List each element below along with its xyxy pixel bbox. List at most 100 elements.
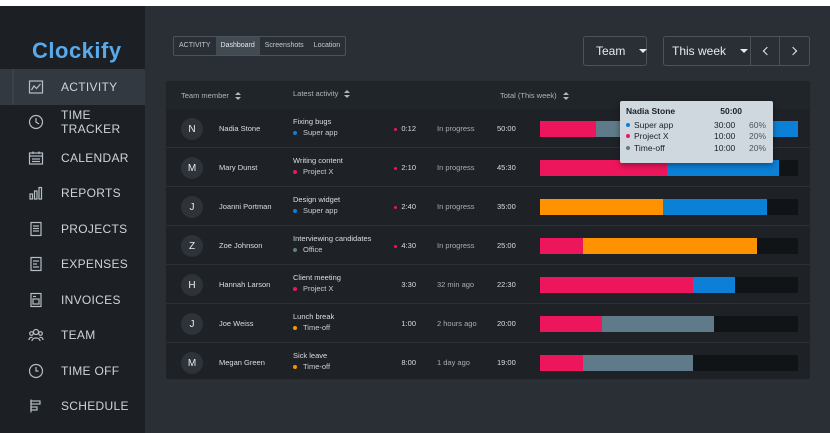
receipt-icon <box>28 256 44 272</box>
table-row[interactable]: M Megan Green Sick leave Time-off 8:00 1 day … <box>166 343 810 382</box>
prev-week-button[interactable] <box>749 37 780 65</box>
sidebar-item-reports[interactable]: REPORTS <box>0 176 145 212</box>
column-header-latest[interactable]: Latest activity <box>293 89 351 98</box>
sidebar-item-projects[interactable]: PROJECTS <box>0 211 145 247</box>
chevron-down-icon <box>639 49 648 53</box>
clock-icon <box>28 114 44 130</box>
tab-dashboard[interactable]: Dashboard <box>215 37 260 55</box>
weekly-total: 22:30 <box>497 280 516 289</box>
week-select-label: This week <box>672 44 727 58</box>
table-row[interactable]: H Hannah Larson Client meeting Project X 3:3… <box>166 265 810 304</box>
latest-activity: Client meeting Project X <box>293 272 341 294</box>
latest-activity: Sick leave Time-off <box>293 350 330 372</box>
table-row[interactable]: J Joanni Portman Design widget Super app 2:4… <box>166 187 810 226</box>
tab-location[interactable]: Location <box>313 42 341 49</box>
bar-segment <box>583 355 693 371</box>
activity-status: In progress <box>437 241 475 250</box>
member-name: Megan Green <box>219 358 265 367</box>
member-name: Hannah Larson <box>219 280 271 289</box>
sidebar-item-time-tracker[interactable]: TIME TRACKER <box>0 105 145 141</box>
avatar[interactable]: M <box>181 352 203 374</box>
bar-segment <box>583 238 757 254</box>
weekly-breakdown-bar[interactable] <box>540 277 798 293</box>
tooltip-items: Super app 30:00 60% Project X 10:00 20% Time-o… <box>626 119 767 154</box>
activity-status: 32 min ago <box>437 280 475 289</box>
activity-project: Project X <box>293 283 341 294</box>
member-name: Joanni Portman <box>219 202 272 211</box>
tab-activity[interactable]: ACTIVITY <box>179 42 211 49</box>
sidebar-item-expenses[interactable]: EXPENSES <box>0 247 145 283</box>
avatar[interactable]: J <box>181 313 203 335</box>
team-select[interactable]: Team <box>583 36 648 66</box>
bar-segment <box>692 277 736 293</box>
view-tabs: ACTIVITY Dashboard Screenshots Location <box>173 36 347 56</box>
chevron-right-icon <box>788 46 798 56</box>
duration-value: 1:00 <box>401 319 416 328</box>
tooltip-name: Nadia Stone <box>626 106 676 116</box>
main-content: ACTIVITY Dashboard Screenshots Location Tea… <box>145 6 830 433</box>
activity-project: Project X <box>293 166 343 177</box>
avatar[interactable]: Z <box>181 235 203 257</box>
project-dot <box>293 130 297 135</box>
bar-segment <box>540 199 664 215</box>
activity-status: In progress <box>437 202 475 211</box>
activity-status: 2 hours ago <box>437 319 477 328</box>
activity-description: Sick leave <box>293 351 328 360</box>
avatar[interactable]: H <box>181 274 203 296</box>
column-header-member[interactable]: Team member <box>181 91 241 100</box>
latest-activity: Design widget Super app <box>293 194 340 216</box>
table-row[interactable]: Z Zoe Johnson Interviewing candidates Offic… <box>166 226 810 265</box>
sidebar-item-label: EXPENSES <box>61 257 129 272</box>
avatar[interactable]: J <box>181 196 203 218</box>
sidebar-item-calendar[interactable]: CALENDAR <box>0 140 145 176</box>
chevron-down-icon <box>740 49 749 53</box>
bar-segment <box>601 316 714 332</box>
sidebar-item-activity[interactable]: ACTIVITY <box>0 69 145 105</box>
tab-screenshots[interactable]: Screenshots <box>264 42 304 49</box>
sidebar-item-team[interactable]: TEAM <box>0 318 145 354</box>
sidebar-item-time-off[interactable]: TIME OFF <box>0 353 145 389</box>
weekly-breakdown-bar[interactable] <box>540 355 798 371</box>
table-row[interactable]: J Joe Weiss Lunch break Time-off 1:00 2 hours… <box>166 304 810 343</box>
bar-segment <box>666 160 779 176</box>
project-dot <box>293 208 297 213</box>
project-dot <box>626 145 630 150</box>
sort-icon <box>562 91 569 100</box>
sidebar-item-label: TIME TRACKER <box>61 108 121 137</box>
sidebar: Clockify ACTIVITY TIME TRACKER CALENDAR REP… <box>0 6 145 433</box>
avatar[interactable]: N <box>181 118 203 140</box>
live-dot <box>394 127 398 131</box>
weekly-breakdown-bar[interactable] <box>540 199 798 215</box>
bar-segment <box>540 238 584 254</box>
bar-segment <box>540 316 602 332</box>
project-dot <box>626 122 630 127</box>
weekly-breakdown-bar[interactable] <box>540 238 798 254</box>
sidebar-item-invoices[interactable]: INVOICES <box>0 282 145 318</box>
sidebar-item-label: PROJECTS <box>61 221 128 236</box>
activity-project: Office <box>293 244 371 255</box>
sort-icon <box>344 89 351 98</box>
app-logo: Clockify <box>32 38 122 63</box>
project-name: Office <box>303 245 323 254</box>
table-row[interactable]: M Mary Dunst Writing content Project X 2:10 I… <box>166 148 810 187</box>
weekly-total: 35:00 <box>497 202 516 211</box>
weekly-breakdown-bar[interactable] <box>540 316 798 332</box>
member-name: Mary Dunst <box>219 163 258 172</box>
tooltip-item: Project X 10:00 20% <box>626 131 767 143</box>
next-week-button[interactable] <box>779 37 809 65</box>
sidebar-item-label: INVOICES <box>61 292 121 307</box>
latest-activity: Writing content Project X <box>293 155 343 177</box>
activity-status: In progress <box>437 163 475 172</box>
weekly-total: 25:00 <box>497 241 516 250</box>
sidebar-item-label: REPORTS <box>61 186 121 201</box>
weekly-breakdown-bar[interactable] <box>540 160 798 176</box>
sidebar-item-label: TEAM <box>61 328 96 343</box>
activity-description: Client meeting <box>293 273 341 282</box>
sidebar-item-schedule[interactable]: SCHEDULE <box>0 389 145 425</box>
week-select[interactable]: This week <box>664 44 750 58</box>
activity-project: Time-off <box>293 322 334 333</box>
tooltip-item-percent: 60% <box>748 119 766 130</box>
avatar[interactable]: M <box>181 157 203 179</box>
activity-duration: 0:12 <box>392 124 416 133</box>
column-header-total[interactable]: Total (This week) <box>500 91 569 100</box>
